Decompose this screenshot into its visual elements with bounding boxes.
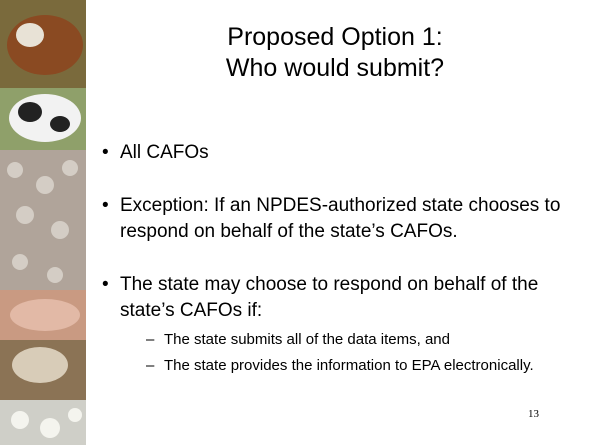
animal-photo-strip	[0, 0, 88, 445]
title-line: Proposed Option 1:	[227, 23, 443, 51]
page-number: 13	[528, 408, 539, 420]
bullet-text: Exception: If an NPDES-authorized state …	[120, 195, 561, 242]
bullet-item: The state may choose to respond on behal…	[100, 272, 570, 376]
bullet-text: All CAFOs	[120, 142, 209, 163]
sub-bullet: The state provides the information to EP…	[132, 356, 570, 376]
title-line: Who would submit?	[225, 54, 445, 82]
sub-bullet: The state submits all of the data items,…	[132, 330, 570, 350]
bullet-text: The state may choose to respond on behal…	[120, 274, 539, 321]
bullet-list: All CAFOs Exception: If an NPDES-authoriz…	[100, 140, 570, 403]
bullet-item: All CAFOs	[100, 140, 570, 166]
slide-title: Proposed Option 1: Who would submit?	[100, 22, 570, 84]
bullet-item: Exception: If an NPDES-authorized state …	[100, 193, 570, 245]
